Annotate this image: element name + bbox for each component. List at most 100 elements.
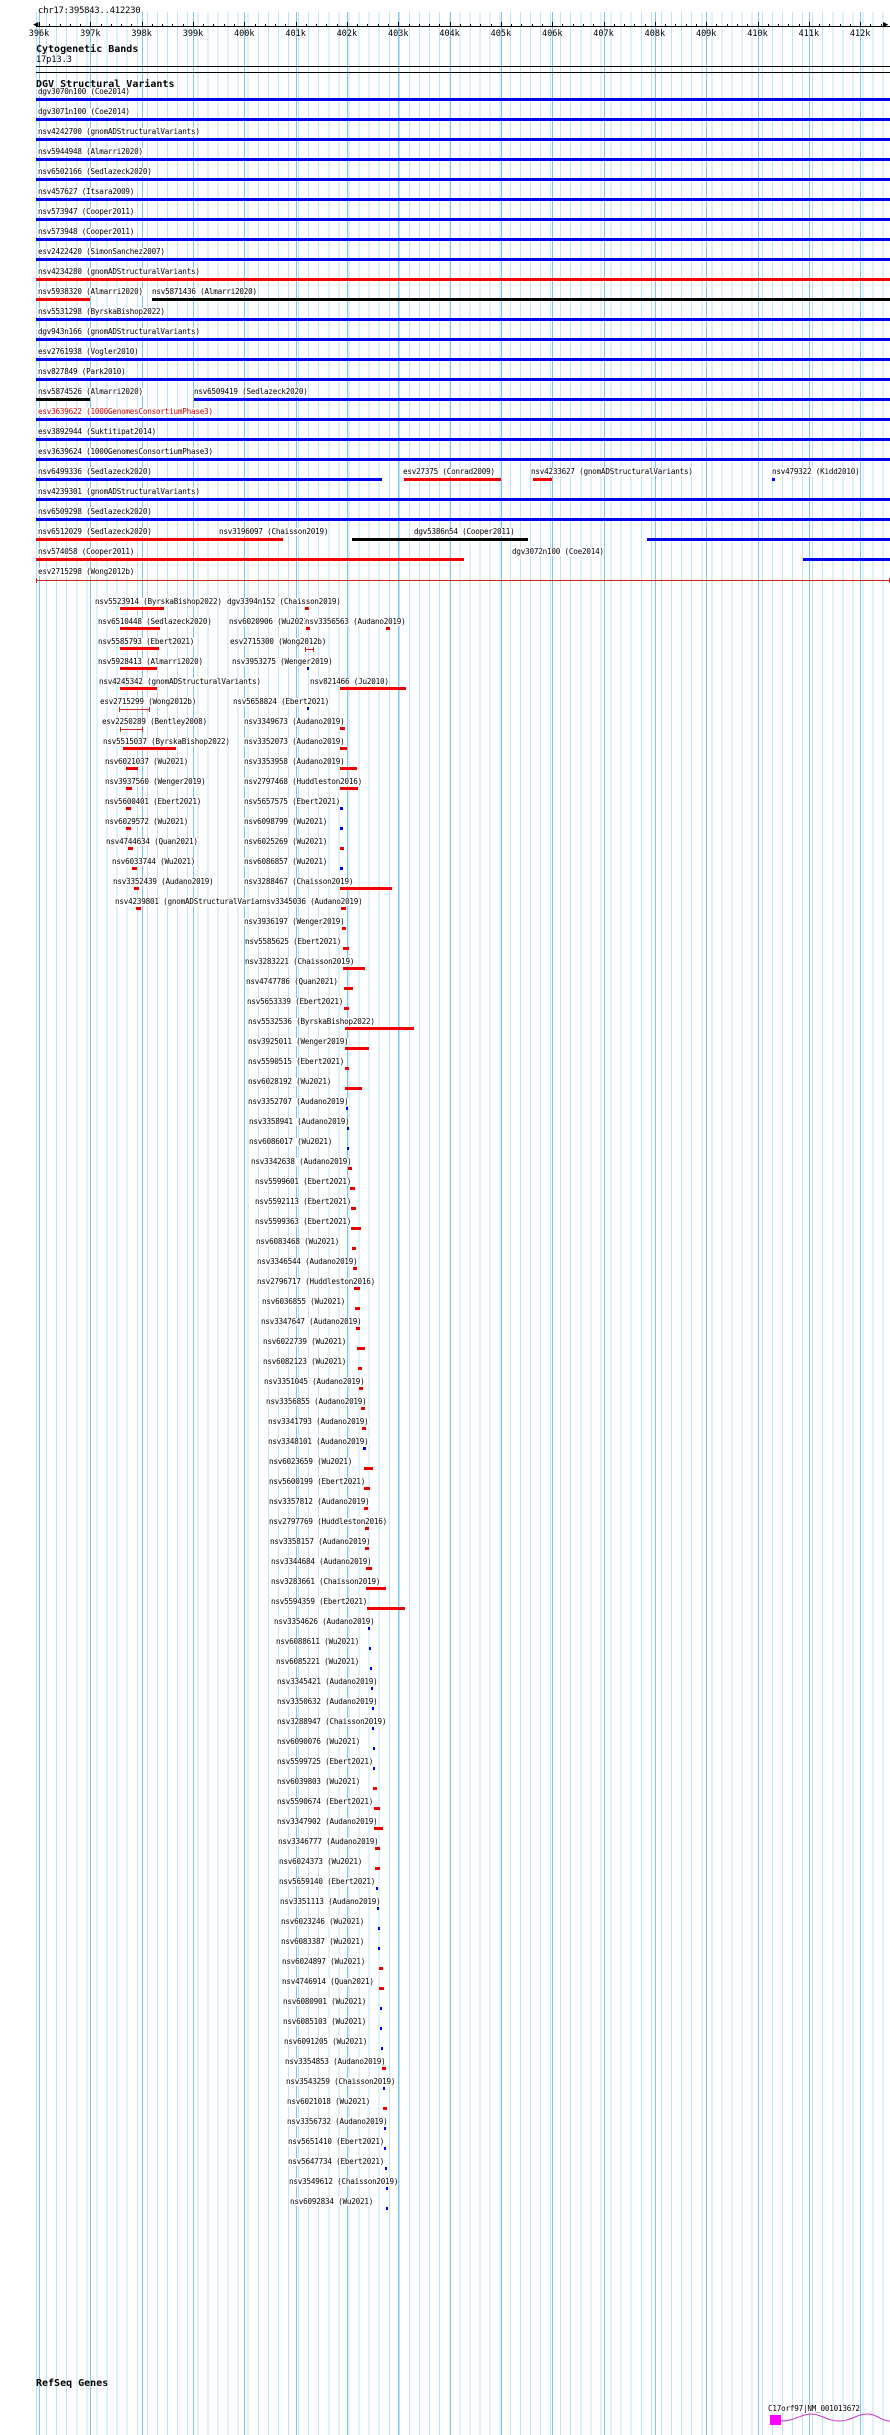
variant-label[interactable]: nsv5585625 (Ebert2021) (245, 937, 342, 946)
variant-label[interactable]: nsv6029572 (Wu2021) (105, 817, 189, 826)
variant-bar[interactable] (36, 178, 890, 181)
variant-bar[interactable] (307, 667, 309, 670)
variant-bar[interactable] (384, 2147, 386, 2150)
variant-label[interactable]: nsv6039803 (Wu2021) (277, 1777, 361, 1786)
variant-label[interactable]: nsv3345421 (Audano2019) (277, 1677, 378, 1686)
variant-bar[interactable] (386, 2207, 388, 2210)
variant-label[interactable]: nsv5590515 (Ebert2021) (248, 1057, 345, 1066)
variant-bar[interactable] (383, 2107, 387, 2110)
variant-label[interactable]: nsv3347647 (Audano2019) (261, 1317, 362, 1326)
variant-label[interactable]: dgv3070n100 (Coe2014) (38, 87, 130, 96)
variant-label[interactable]: nsv4242700 (gnomADStructuralVariants) (38, 127, 200, 136)
variant-label[interactable]: nsv6036855 (Wu2021) (262, 1297, 346, 1306)
variant-label[interactable]: nsv3348101 (Audano2019) (268, 1437, 369, 1446)
variant-bar[interactable] (126, 807, 131, 810)
variant-label[interactable]: nsv5590674 (Ebert2021) (277, 1797, 374, 1806)
variant-bar[interactable] (367, 1607, 405, 1610)
variant-bar[interactable] (340, 867, 343, 870)
variant-label[interactable]: nsv3925011 (Wenger2019) (248, 1037, 349, 1046)
variant-label[interactable]: nsv3356855 (Audano2019) (266, 1397, 367, 1406)
variant-label[interactable]: nsv6086017 (Wu2021) (249, 1137, 333, 1146)
variant-bar[interactable] (375, 1847, 380, 1850)
variant-bar[interactable] (386, 2187, 388, 2190)
variant-bar[interactable] (373, 1787, 377, 1790)
variant-bar[interactable] (384, 2127, 386, 2130)
variant-bar[interactable] (123, 747, 176, 750)
variant-label[interactable]: nsv5651410 (Ebert2021) (288, 2137, 385, 2146)
variant-bar[interactable] (36, 338, 890, 341)
variant-bar[interactable] (375, 1867, 380, 1870)
variant-label[interactable]: nsv6022739 (Wu2021) (263, 1337, 347, 1346)
variant-bar[interactable] (345, 1067, 349, 1070)
variant-bar[interactable] (358, 1367, 362, 1370)
variant-span[interactable] (119, 707, 150, 712)
variant-label[interactable]: nsv5647734 (Ebert2021) (288, 2157, 385, 2166)
variant-bar[interactable] (355, 1307, 360, 1310)
variant-label[interactable]: nsv6025269 (Wu2021) (244, 837, 328, 846)
variant-label[interactable]: esv2715300 (Wong2012b) (230, 637, 327, 646)
variant-bar[interactable] (361, 1407, 365, 1410)
variant-bar[interactable] (340, 727, 345, 730)
variant-bar[interactable] (126, 827, 131, 830)
variant-bar[interactable] (351, 1227, 361, 1230)
variant-label[interactable]: nsv4744634 (Quan2021) (106, 837, 198, 846)
variant-label[interactable]: nsv6085103 (Wu2021) (283, 2017, 367, 2026)
variant-bar[interactable] (374, 1827, 383, 1830)
variant-bar[interactable] (36, 218, 890, 221)
variant-label[interactable]: nsv5523914 (ByrskaBishop2022) (95, 597, 222, 606)
variant-bar[interactable] (340, 807, 343, 810)
variant-label[interactable]: nsv5531298 (ByrskaBishop2022) (38, 307, 165, 316)
variant-bar[interactable] (364, 1507, 368, 1510)
variant-label[interactable]: esv3639624 (1000GenomesConsortiumPhase3) (38, 447, 213, 456)
variant-bar[interactable] (386, 627, 390, 630)
variant-bar[interactable] (372, 1727, 374, 1730)
variant-label[interactable]: nsv5944948 (Almarri2020) (38, 147, 143, 156)
variant-bar[interactable] (36, 378, 890, 381)
variant-bar[interactable] (344, 1007, 349, 1010)
variant-label[interactable]: nsv5938320 (Almarri2020) (38, 287, 143, 296)
variant-label[interactable]: nsv3354626 (Audano2019) (274, 1617, 375, 1626)
variant-bar[interactable] (772, 478, 775, 481)
variant-label[interactable]: esv2715298 (Wong2012b) (38, 567, 135, 576)
variant-label[interactable]: nsv5600199 (Ebert2021) (269, 1477, 366, 1486)
variant-bar[interactable] (374, 1807, 380, 1810)
variant-label[interactable]: nsv5532536 (ByrskaBishop2022) (248, 1017, 375, 1026)
variant-label[interactable]: nsv3356732 (Audano2019) (287, 2117, 388, 2126)
variant-label[interactable]: nsv6509298 (Sedlazeck2020) (38, 507, 152, 516)
variant-bar[interactable] (376, 1887, 378, 1890)
variant-label[interactable]: nsv6090076 (Wu2021) (277, 1737, 361, 1746)
variant-bar[interactable] (380, 2007, 382, 2010)
variant-label[interactable]: nsv3351113 (Audano2019) (280, 1897, 381, 1906)
variant-bar[interactable] (347, 1147, 349, 1150)
variant-label[interactable]: nsv2797468 (Huddleston2016) (244, 777, 363, 786)
variant-bar[interactable] (352, 538, 528, 541)
variant-bar[interactable] (345, 1047, 369, 1050)
variant-bar[interactable] (132, 867, 137, 870)
variant-bar[interactable] (378, 1947, 380, 1950)
variant-label[interactable]: nsv3344684 (Audano2019) (271, 1557, 372, 1566)
variant-span[interactable] (120, 727, 143, 732)
variant-bar[interactable] (353, 1267, 357, 1270)
variant-label[interactable]: dgv943n166 (gnomADStructuralVariants) (38, 327, 200, 336)
variant-label[interactable]: nsv3352707 (Audano2019) (248, 1097, 349, 1106)
variant-bar[interactable] (369, 1647, 371, 1650)
variant-label[interactable]: esv27375 (Conrad2009) (403, 467, 495, 476)
variant-bar[interactable] (345, 1027, 414, 1030)
variant-bar[interactable] (350, 1187, 355, 1190)
variant-label[interactable]: nsv574058 (Cooper2011) (38, 547, 135, 556)
variant-bar[interactable] (307, 707, 309, 710)
variant-label[interactable]: nsv3953275 (Wenger2019) (232, 657, 333, 666)
variant-label[interactable]: nsv3357812 (Audano2019) (269, 1497, 370, 1506)
variant-bar[interactable] (647, 538, 890, 541)
variant-label[interactable]: nsv5657575 (Ebert2021) (244, 797, 341, 806)
variant-bar[interactable] (344, 987, 353, 990)
variant-bar[interactable] (194, 398, 890, 401)
variant-label[interactable]: nsv479322 (Kidd2010) (772, 467, 860, 476)
variant-label[interactable]: nsv6024373 (Wu2021) (279, 1857, 363, 1866)
variant-label[interactable]: nsv6509419 (Sedlazeck2020) (194, 387, 308, 396)
variant-label[interactable]: nsv5599725 (Ebert2021) (277, 1757, 374, 1766)
variant-label[interactable]: nsv4747786 (Quan2021) (246, 977, 338, 986)
variant-bar[interactable] (533, 478, 552, 481)
pan-left-arrow[interactable]: ◀ (33, 20, 39, 30)
variant-bar[interactable] (340, 767, 357, 770)
